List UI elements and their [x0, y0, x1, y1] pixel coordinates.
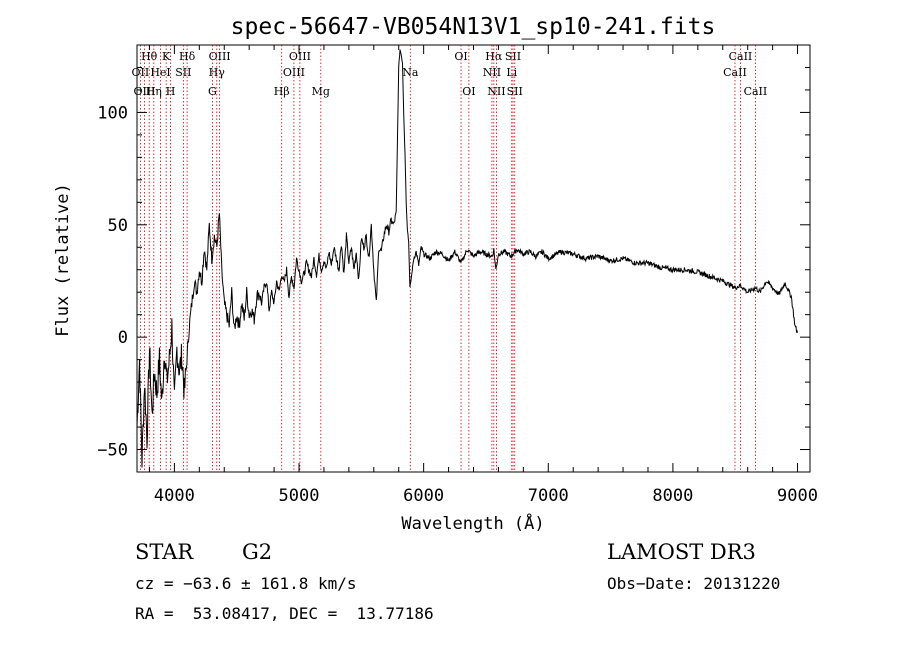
line-label-4: HeI [150, 66, 170, 79]
line-label-0: Hθ [141, 50, 158, 63]
x-tick-label-2: 6000 [403, 486, 444, 506]
survey-name: LAMOST DR3 [607, 540, 756, 564]
x-tick-label-1: 5000 [279, 486, 320, 506]
x-tick-label-3: 7000 [528, 486, 569, 506]
line-label-3: K [162, 50, 171, 63]
x-axis-label: Wavelength (Å) [401, 512, 544, 534]
line-label-21: NII [487, 85, 505, 98]
line-label-10: Hγ [209, 66, 226, 79]
emission-line-markers: Hθ OII OIII K HeI Hη SII H Hδ OIII Hγ G Hβ OIII OIII Mg… [132, 45, 768, 472]
line-label-7: H [166, 85, 176, 98]
line-label-14: OIII [283, 66, 305, 79]
line-label-12: Hβ [274, 85, 290, 98]
line-label-2: OIII [133, 85, 155, 98]
spectrum-series [136, 49, 798, 468]
observation-date: Obs−Date: 20131220 [607, 574, 781, 593]
y-tick-label-3: 100 [97, 103, 128, 123]
line-label-9: OIII [209, 50, 231, 63]
line-label-15: Mg [312, 85, 330, 98]
line-label-1: OII [132, 66, 150, 79]
line-label-11: G [208, 85, 217, 98]
spectrum-line [136, 49, 798, 468]
plot-frame [136, 44, 811, 473]
line-label-18: OI [462, 85, 475, 98]
y-tick-label-1: 0 [118, 328, 128, 348]
y-tick-label-2: 50 [108, 216, 128, 236]
line-label-5: Hη [146, 85, 162, 98]
axis-ticks: 4000 5000 6000 7000 8000 9000 −50 0 50 100 [97, 44, 818, 506]
x-tick-label-0: 4000 [154, 486, 195, 506]
line-label-20: NII [483, 66, 501, 79]
x-tick-label-5: 9000 [777, 486, 818, 506]
y-tick-label-0: −50 [97, 441, 128, 461]
line-label-22: SII [505, 50, 521, 63]
object-type: STAR [135, 540, 194, 564]
line-label-16: Na [402, 66, 419, 79]
line-label-19: Hα [485, 50, 503, 63]
line-label-17: OI [454, 50, 467, 63]
line-label-26: CaII [723, 66, 747, 79]
redshift-cz: cz = −63.6 ± 161.8 km/s [135, 574, 357, 593]
x-tick-label-4: 8000 [652, 486, 693, 506]
sky-coordinates: RA = 53.08417, DEC = 13.77186 [135, 604, 434, 623]
line-label-23: Li [506, 66, 517, 79]
line-label-27: CaII [744, 85, 768, 98]
line-label-13: OIII [289, 50, 311, 63]
line-label-6: SII [175, 66, 191, 79]
line-label-25: CaII [729, 50, 753, 63]
spectral-subclass: G2 [242, 540, 273, 564]
line-label-8: Hδ [179, 50, 196, 63]
y-axis-label: Flux (relative) [53, 183, 73, 337]
line-label-24: SII [507, 85, 523, 98]
chart-title: spec-56647-VB054N13V1_sp10-241.fits [231, 14, 716, 40]
